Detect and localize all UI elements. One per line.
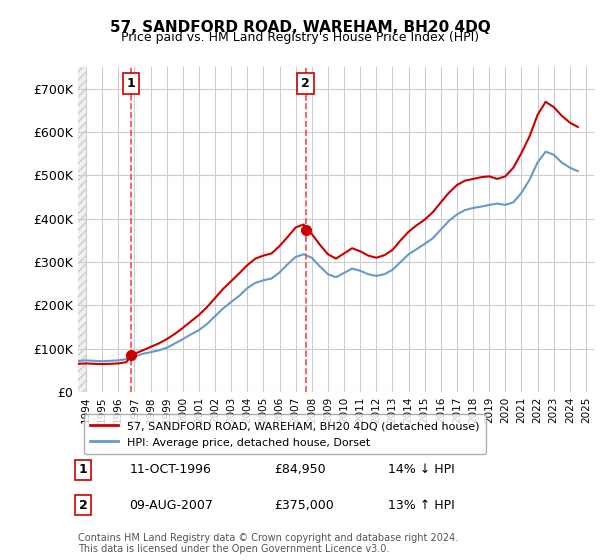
Text: Contains HM Land Registry data © Crown copyright and database right 2024.
This d: Contains HM Land Registry data © Crown c…	[78, 533, 458, 554]
Text: 11-OCT-1996: 11-OCT-1996	[130, 464, 211, 477]
Text: 1: 1	[79, 464, 88, 477]
Text: 2: 2	[79, 499, 88, 512]
Text: 1: 1	[127, 77, 136, 90]
Text: 14% ↓ HPI: 14% ↓ HPI	[388, 464, 454, 477]
Text: 13% ↑ HPI: 13% ↑ HPI	[388, 499, 454, 512]
Bar	[78, 67, 86, 392]
Text: 09-AUG-2007: 09-AUG-2007	[130, 499, 214, 512]
Bar	[78, 67, 86, 392]
Text: 2: 2	[301, 77, 310, 90]
Text: Price paid vs. HM Land Registry's House Price Index (HPI): Price paid vs. HM Land Registry's House …	[121, 31, 479, 44]
Text: £84,950: £84,950	[274, 464, 326, 477]
Legend: 57, SANDFORD ROAD, WAREHAM, BH20 4DQ (detached house), HPI: Average price, detac: 57, SANDFORD ROAD, WAREHAM, BH20 4DQ (de…	[83, 414, 486, 454]
Text: £375,000: £375,000	[274, 499, 334, 512]
Text: 57, SANDFORD ROAD, WAREHAM, BH20 4DQ: 57, SANDFORD ROAD, WAREHAM, BH20 4DQ	[110, 20, 490, 35]
